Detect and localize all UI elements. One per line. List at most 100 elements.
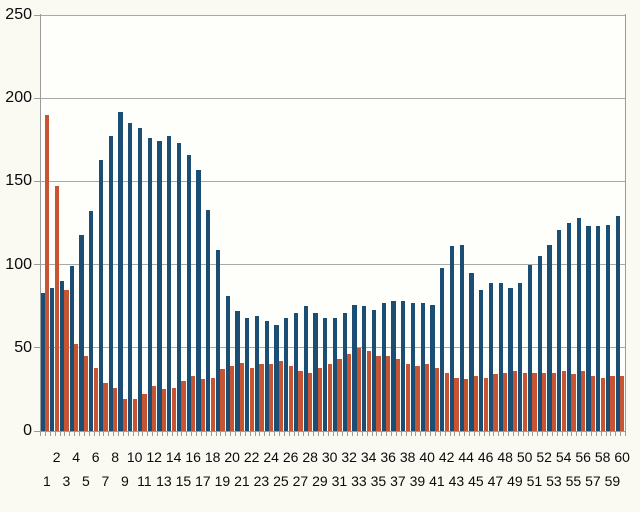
x-axis-tick [527, 432, 529, 436]
x-axis-label-4: 4 [72, 449, 81, 465]
x-axis-label-31: 31 [331, 473, 348, 489]
gridline-50 [40, 347, 625, 349]
bar-orange-5 [83, 356, 89, 431]
x-axis-tick [571, 432, 573, 436]
bar-orange-37 [395, 359, 401, 431]
x-axis-tick [444, 432, 446, 436]
bar-orange-43 [454, 377, 459, 431]
bar-orange-20 [230, 366, 235, 431]
x-axis-tick [239, 432, 241, 436]
x-axis-label-16: 16 [185, 449, 201, 465]
x-axis-tick [317, 432, 319, 436]
bar-blue-49 [508, 287, 513, 431]
bar-blue-12 [147, 138, 152, 431]
bar-orange-23 [259, 364, 264, 431]
x-axis-tick [322, 432, 324, 436]
plot-area [40, 14, 625, 432]
y-axis-label-200: 200 [5, 89, 32, 107]
x-axis-tick [590, 432, 592, 436]
x-axis-tick [200, 432, 202, 436]
x-axis-tick [103, 432, 105, 436]
bar-blue-55 [566, 223, 572, 431]
x-axis-tick [595, 432, 597, 436]
bar-orange-26 [288, 366, 293, 431]
x-axis-label-9: 9 [120, 473, 129, 489]
x-axis-tick [278, 432, 280, 436]
x-axis-tick [610, 432, 612, 436]
bar-orange-28 [308, 372, 313, 431]
x-axis-label-48: 48 [497, 449, 513, 465]
x-axis-tick [132, 432, 134, 436]
x-axis-label-12: 12 [146, 449, 162, 465]
x-axis-tick [196, 432, 197, 436]
x-axis-tick [293, 432, 295, 436]
bar-orange-56 [581, 371, 586, 431]
bar-blue-10 [128, 123, 133, 431]
x-axis-tick [118, 432, 119, 436]
x-axis-label-51: 51 [526, 473, 543, 489]
gridline-200 [40, 97, 625, 99]
y-axis-tick-50 [34, 347, 40, 349]
bar-blue-39 [410, 302, 416, 431]
bar-orange-14 [171, 387, 176, 431]
bar-orange-6 [93, 367, 98, 431]
x-axis-label-45: 45 [468, 473, 484, 489]
x-axis-tick [44, 432, 46, 436]
x-axis-label-54: 54 [555, 449, 572, 465]
x-axis-tick [225, 432, 227, 436]
x-axis-label-8: 8 [111, 449, 120, 465]
x-axis-label-33: 33 [351, 473, 367, 489]
bar-orange-16 [191, 376, 196, 431]
bar-blue-5 [79, 234, 84, 431]
x-axis-label-43: 43 [448, 473, 465, 489]
x-axis-label-38: 38 [399, 449, 416, 465]
x-axis-tick [522, 432, 524, 436]
bar-orange-15 [181, 381, 186, 431]
bar-blue-48 [498, 282, 503, 431]
bar-orange-13 [161, 389, 167, 431]
x-axis-tick [415, 432, 417, 436]
x-axis-tick [381, 432, 383, 436]
x-axis-tick [400, 432, 402, 436]
bar-blue-41 [430, 304, 435, 431]
x-axis-label-42: 42 [438, 449, 455, 465]
x-axis-tick [517, 432, 519, 436]
x-axis-tick [220, 432, 222, 436]
x-axis-tick [371, 432, 373, 436]
bar-blue-59 [605, 224, 611, 431]
x-axis-tick [264, 432, 266, 436]
bar-blue-17 [196, 169, 201, 431]
x-axis-tick [464, 432, 466, 436]
x-axis-label-21: 21 [234, 473, 250, 489]
x-axis-tick [478, 432, 480, 436]
x-axis-tick [327, 432, 329, 436]
x-axis-tick [303, 432, 305, 436]
x-axis-tick [93, 432, 95, 436]
x-axis-label-52: 52 [536, 449, 552, 465]
bar-orange-1 [44, 114, 50, 431]
x-axis-label-39: 39 [409, 473, 426, 489]
bar-blue-34 [362, 306, 367, 431]
x-axis-tick [395, 432, 397, 436]
x-axis-label-1: 1 [42, 473, 51, 489]
x-axis-tick [259, 432, 261, 436]
x-axis-tick [386, 432, 388, 436]
x-axis-tick [605, 432, 607, 436]
bar-orange-2 [54, 186, 59, 431]
x-axis-label-19: 19 [214, 473, 231, 489]
x-axis-tick [166, 432, 168, 436]
x-axis-tick [274, 432, 275, 436]
x-axis-tick [64, 432, 66, 436]
x-axis-tick [157, 432, 158, 436]
bar-blue-30 [323, 317, 328, 431]
x-axis-tick [69, 432, 71, 436]
x-axis-label-18: 18 [204, 449, 221, 465]
x-axis-label-15: 15 [175, 473, 192, 489]
bar-blue-52 [537, 256, 542, 431]
bar-blue-29 [313, 312, 318, 431]
x-axis-tick [191, 432, 193, 436]
bar-blue-47 [488, 282, 494, 431]
bar-orange-51 [532, 372, 537, 431]
bar-orange-3 [64, 289, 69, 431]
x-axis-tick [254, 432, 256, 436]
